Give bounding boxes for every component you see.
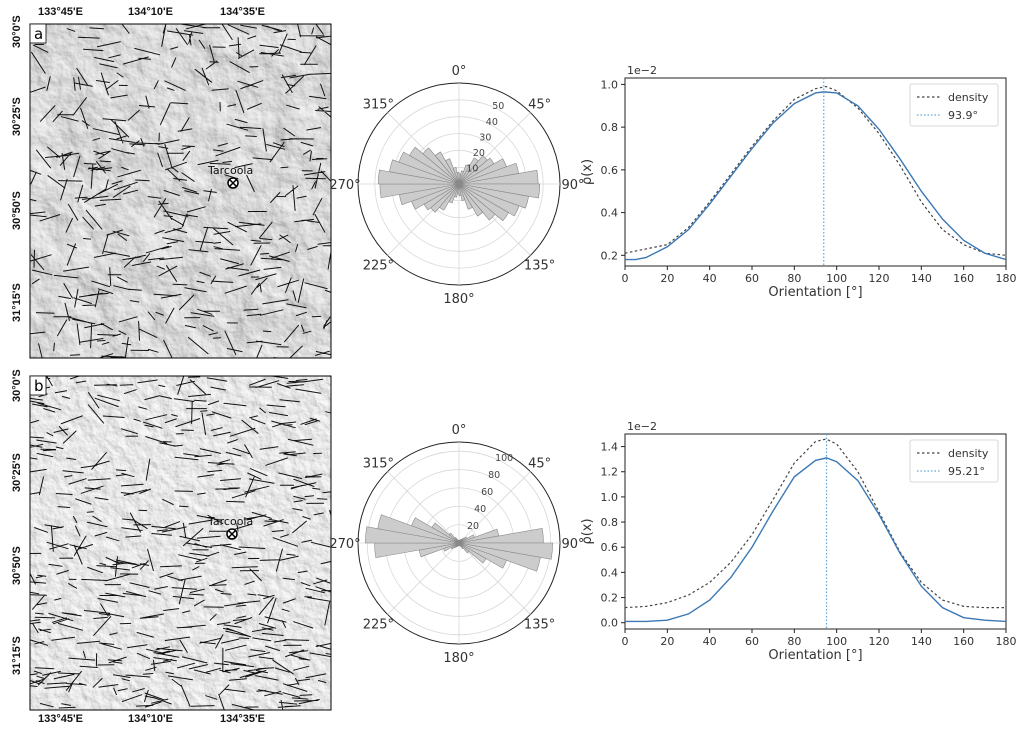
- legend-density-label: density: [948, 91, 989, 104]
- legend-vline-label: 93.9°: [948, 109, 978, 122]
- y-tick-label: 0.4: [601, 566, 619, 579]
- x-tick-label: 80: [787, 635, 801, 648]
- lat-tick-a-4: 31°15'S: [11, 283, 23, 322]
- town-marker-a: [228, 178, 238, 188]
- x-tick-label: 160: [953, 272, 974, 285]
- map-a: a Tarcoola: [23, 19, 340, 368]
- rose-angle-label: 45°: [528, 456, 551, 471]
- rose-angle-label: 0°: [452, 64, 467, 79]
- y-tick-label: 1.0: [601, 491, 619, 504]
- town-marker-b: [227, 529, 237, 539]
- y-axis-label: ρ(x): [580, 159, 595, 185]
- rose-angle-label: 315°: [363, 97, 394, 112]
- panel-letter-b: b: [34, 377, 44, 395]
- rose-radial-tick-label: 30: [479, 132, 491, 143]
- y-axis-label: ρ(x): [580, 518, 595, 544]
- y-tick-label: 0.2: [601, 249, 619, 262]
- x-tick-label: 180: [996, 272, 1017, 285]
- offset-label: 1e−2: [627, 420, 657, 433]
- lon-tick-a-1: 133°45'E: [38, 6, 83, 18]
- x-tick-label: 0: [622, 635, 629, 648]
- x-tick-label: 120: [869, 635, 890, 648]
- legend-vline-label: 95.21°: [948, 465, 985, 478]
- rose-angle-label: 135°: [524, 618, 555, 633]
- x-tick-label: 160: [953, 635, 974, 648]
- y-tick-label: 1.4: [601, 441, 619, 454]
- density-plot-b: 0 20 40 60 80 100 120 140 160 180 0.0 0.2 0.4 0.6 0.8 1…: [580, 420, 1017, 663]
- y-tick-label: 0.0: [601, 617, 619, 630]
- lon-tick-b-1: 133°45'E: [38, 713, 83, 725]
- x-tick-label: 100: [826, 272, 847, 285]
- lat-tick-a-1: 30°0'S: [11, 15, 23, 48]
- x-tick-label: 140: [911, 635, 932, 648]
- y-tick-label: 0.8: [601, 121, 619, 134]
- offset-label: 1e−2: [627, 64, 657, 77]
- y-tick-label: 0.4: [601, 207, 619, 220]
- rose-radial-tick-label: 20: [473, 148, 485, 159]
- y-tick-label: 0.2: [601, 592, 619, 605]
- rose-angle-label: 225°: [363, 259, 394, 274]
- lon-tick-a-2: 134°10'E: [128, 6, 173, 18]
- lat-tick-b-1: 30°0'S: [11, 369, 23, 402]
- x-tick-label: 60: [745, 272, 759, 285]
- lat-tick-b-3: 30°50'S: [11, 546, 23, 585]
- y-tick-label: 1.2: [601, 466, 619, 479]
- panel-letter-a: a: [34, 25, 43, 43]
- density-plot-a: 0 20 40 60 80 100 120 140 160 180 0.2 0.4 0.6 0.8 1.0 O…: [580, 64, 1017, 300]
- lat-tick-a-2: 30°25'S: [11, 97, 23, 136]
- rose-angle-label: 225°: [363, 618, 394, 633]
- x-tick-label: 120: [869, 272, 890, 285]
- lat-tick-b-2: 30°25'S: [11, 453, 23, 492]
- y-tick-label: 0.6: [601, 164, 619, 177]
- lat-tick-b-4: 31°15'S: [11, 636, 23, 675]
- x-tick-label: 100: [826, 635, 847, 648]
- y-tick-label: 1.0: [601, 78, 619, 91]
- rose-angle-label: 180°: [443, 651, 474, 666]
- rose-angle-label: 270°: [329, 537, 360, 552]
- rose-radial-tick-label: 40: [474, 504, 486, 515]
- rose-radial-tick-label: 50: [492, 101, 504, 112]
- x-tick-label: 40: [703, 635, 717, 648]
- town-label-a: Tarcoola: [207, 164, 253, 177]
- x-tick-label: 140: [911, 272, 932, 285]
- rose-radial-tick-label: 60: [481, 487, 493, 498]
- rose-radial-tick-label: 80: [488, 470, 500, 481]
- map-b: b Tarcoola: [20, 367, 337, 717]
- town-label-b: Tarcoola: [207, 515, 253, 528]
- lon-tick-b-3: 134°35'E: [220, 713, 265, 725]
- lat-tick-a-3: 30°50'S: [11, 191, 23, 230]
- rose-angle-label: 0°: [452, 423, 467, 438]
- x-axis-label: Orientation [°]: [768, 648, 862, 663]
- legend-density-label: density: [948, 447, 989, 460]
- rose-angle-label: 270°: [329, 178, 360, 193]
- rose-angle-label: 135°: [524, 259, 555, 274]
- rose-radial-tick-label: 40: [486, 117, 498, 128]
- rose-angle-label: 180°: [443, 292, 474, 307]
- x-tick-label: 180: [996, 635, 1017, 648]
- x-tick-label: 80: [787, 272, 801, 285]
- rose-radial-tick-label: 20: [467, 521, 479, 532]
- y-tick-label: 0.8: [601, 516, 619, 529]
- x-tick-label: 60: [745, 635, 759, 648]
- lon-tick-a-3: 134°35'E: [220, 6, 265, 18]
- y-tick-label: 0.6: [601, 541, 619, 554]
- x-axis-label: Orientation [°]: [768, 285, 862, 300]
- rose-radial-tick-label: 10: [466, 163, 478, 174]
- lon-tick-b-2: 134°10'E: [128, 713, 173, 725]
- x-tick-label: 40: [703, 272, 717, 285]
- x-tick-label: 20: [660, 635, 674, 648]
- x-tick-label: 0: [622, 272, 629, 285]
- rose-angle-label: 315°: [363, 456, 394, 471]
- rose-angle-label: 45°: [528, 97, 551, 112]
- rose-radial-tick-label: 100: [495, 453, 513, 464]
- x-tick-label: 20: [660, 272, 674, 285]
